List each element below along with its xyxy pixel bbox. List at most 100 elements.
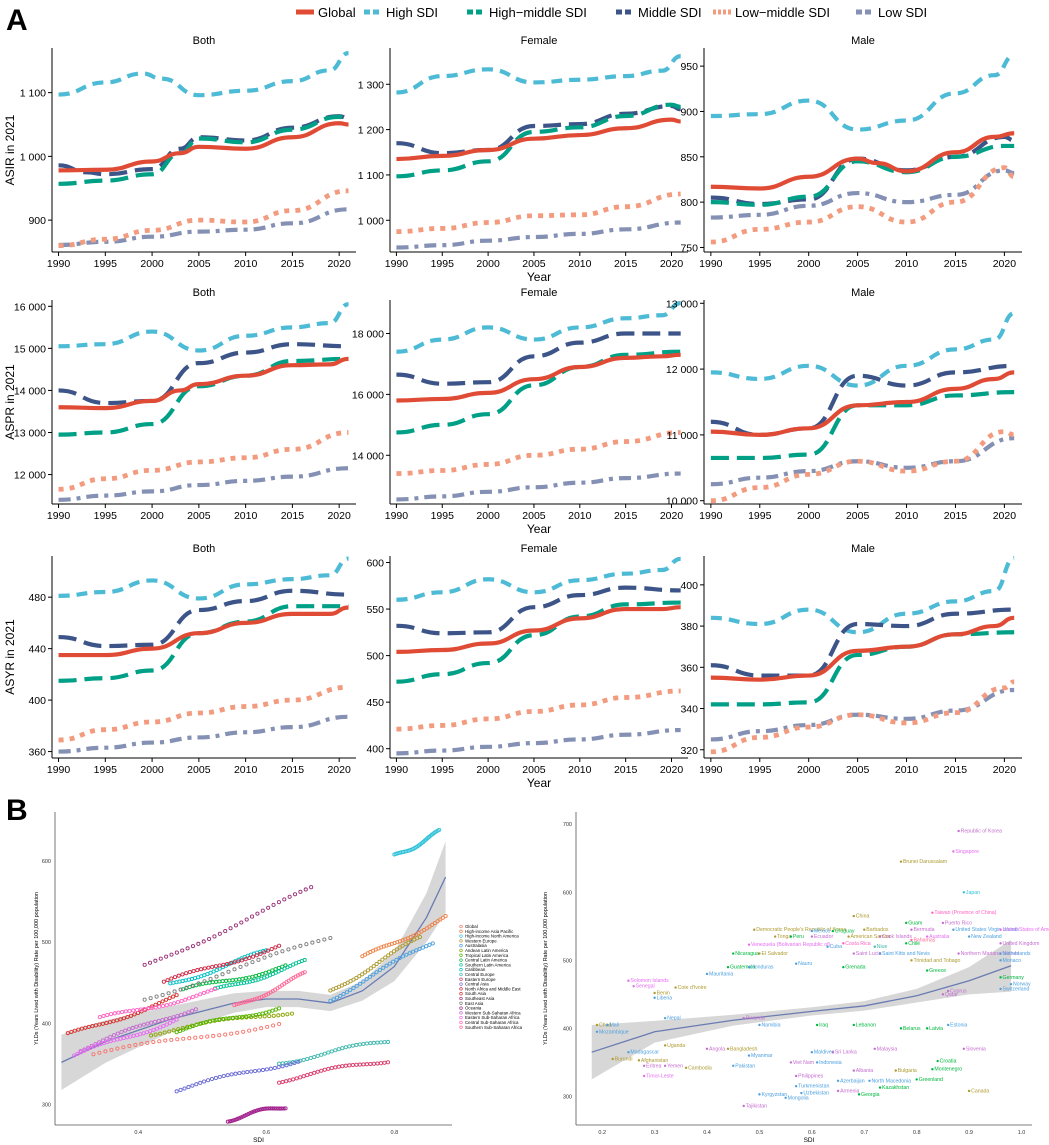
y-tick-label: 400 bbox=[28, 695, 46, 707]
point-turkmenistan bbox=[794, 1085, 798, 1088]
point bbox=[180, 1025, 185, 1031]
point-label-new-zealand: New Zealand bbox=[971, 934, 1002, 940]
series-high-middle-sdi bbox=[396, 600, 681, 684]
x-tick-label: 2000 bbox=[797, 258, 821, 270]
point-peru bbox=[789, 935, 793, 938]
point bbox=[103, 1049, 108, 1054]
x-tick-label: 0.6 bbox=[262, 1130, 270, 1136]
legend-label: Central Sub-Saharan Africa bbox=[465, 1020, 519, 1025]
point bbox=[357, 1042, 362, 1047]
x-tick-label: 1.0 bbox=[1018, 1130, 1026, 1136]
point-label-germany: Germany bbox=[1003, 975, 1025, 981]
point bbox=[271, 1023, 276, 1028]
point bbox=[237, 977, 242, 982]
group-western-sub-saharan-africa bbox=[78, 1007, 198, 1054]
series-middle-sdi bbox=[710, 363, 1015, 438]
x-tick-label: 0.8 bbox=[913, 1130, 921, 1136]
series-global bbox=[396, 117, 681, 162]
point bbox=[168, 1002, 173, 1007]
point-niue bbox=[873, 945, 876, 948]
series-low-middle-sdi bbox=[58, 684, 349, 743]
series-high-sdi bbox=[58, 556, 349, 601]
y-tick-label: 18 000 bbox=[352, 328, 384, 340]
point bbox=[277, 943, 282, 948]
point bbox=[225, 1119, 230, 1124]
point-label-mali: Mali bbox=[609, 1022, 619, 1028]
legend-label: Western Europe bbox=[465, 938, 497, 943]
point bbox=[160, 1004, 166, 1009]
point bbox=[149, 1020, 154, 1025]
point bbox=[329, 1049, 334, 1054]
point bbox=[171, 1019, 176, 1024]
point bbox=[172, 975, 178, 980]
y-tick-label: 700 bbox=[563, 822, 572, 828]
point bbox=[195, 968, 200, 973]
point bbox=[116, 1010, 121, 1015]
point bbox=[164, 954, 169, 959]
point bbox=[185, 946, 190, 951]
point bbox=[233, 923, 238, 928]
legend-marker bbox=[459, 1006, 463, 1010]
point-label-northern-mariana-islands: Northern Mariana Islands bbox=[961, 951, 1020, 957]
x-tick-label: 1990 bbox=[699, 510, 723, 522]
point bbox=[205, 989, 210, 994]
legend-marker bbox=[459, 924, 463, 929]
point bbox=[249, 1069, 254, 1074]
point bbox=[131, 1008, 136, 1013]
point bbox=[364, 1062, 369, 1067]
point-label-angola: Angola bbox=[709, 1046, 725, 1052]
point bbox=[270, 1106, 275, 1111]
point-label-nepal: Nepal bbox=[667, 1016, 681, 1022]
point bbox=[404, 952, 409, 957]
x-tick-label: 2005 bbox=[522, 764, 546, 776]
point bbox=[287, 894, 292, 899]
point bbox=[65, 1031, 70, 1036]
point bbox=[296, 1059, 301, 1064]
group-australasia bbox=[328, 941, 435, 1003]
point bbox=[336, 1064, 341, 1069]
point bbox=[160, 1017, 165, 1023]
point bbox=[276, 1106, 281, 1111]
point bbox=[407, 951, 412, 956]
y-tick-label: 16 000 bbox=[14, 301, 46, 313]
point bbox=[271, 1013, 276, 1018]
point-mexico bbox=[810, 929, 814, 933]
point bbox=[194, 993, 199, 998]
point bbox=[280, 949, 285, 954]
point-lebanon bbox=[852, 1023, 855, 1027]
point bbox=[333, 1048, 338, 1053]
point bbox=[193, 1007, 198, 1012]
point bbox=[236, 1001, 241, 1006]
point bbox=[319, 1068, 324, 1073]
legend-label-global: Global bbox=[318, 5, 356, 20]
point bbox=[267, 1009, 272, 1014]
legend-marker bbox=[459, 992, 463, 996]
legend-label: Tropical Latin America bbox=[465, 953, 509, 958]
point bbox=[253, 1108, 258, 1113]
point-benin bbox=[653, 991, 656, 995]
point bbox=[264, 1067, 269, 1072]
point-kyrgyzstan bbox=[758, 1093, 761, 1096]
y-axis-label: YLDs (Years Lived with Disability) Rate … bbox=[34, 892, 40, 1045]
point bbox=[228, 961, 233, 966]
point bbox=[127, 1044, 132, 1049]
point bbox=[175, 1013, 180, 1019]
legend-label: Southern Latin America bbox=[465, 962, 511, 967]
point bbox=[167, 1029, 172, 1034]
x-tick-label: 1995 bbox=[431, 510, 455, 522]
x-tick-label: 2000 bbox=[140, 764, 164, 776]
point bbox=[78, 1050, 83, 1055]
point bbox=[250, 914, 255, 919]
point-mauritania bbox=[705, 972, 709, 976]
x-tick-label: 0.2 bbox=[598, 1130, 606, 1136]
point bbox=[397, 945, 402, 950]
y-tick-label: 550 bbox=[366, 604, 384, 616]
point bbox=[283, 1106, 288, 1111]
point bbox=[340, 1046, 345, 1051]
point bbox=[308, 1071, 313, 1077]
point bbox=[364, 1041, 369, 1046]
x-tick-label: 2000 bbox=[476, 510, 500, 522]
x-tick-label: 2000 bbox=[140, 510, 164, 522]
point bbox=[142, 997, 147, 1002]
point bbox=[239, 1015, 244, 1020]
